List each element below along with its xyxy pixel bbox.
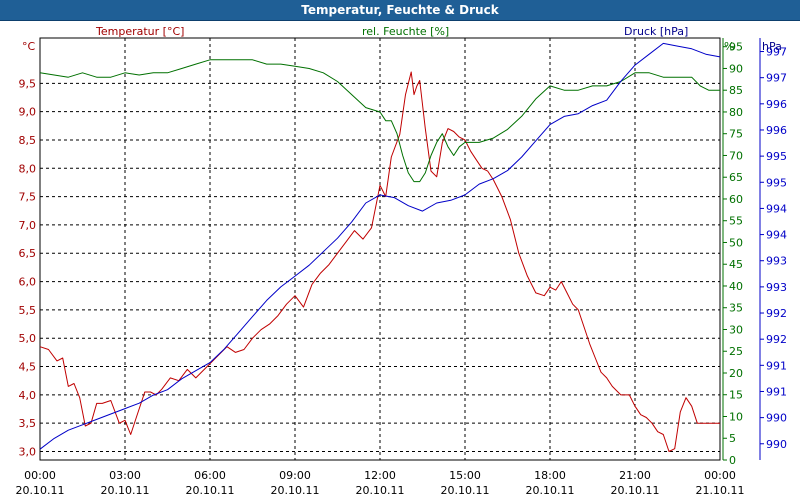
x-tick-date: 20.10.11 xyxy=(101,484,150,497)
x-tick-date: 20.10.11 xyxy=(356,484,405,497)
y-right2-tick: 996 xyxy=(766,124,787,137)
x-tick-date: 20.10.11 xyxy=(271,484,320,497)
y-right1-tick: 15 xyxy=(729,389,743,402)
y-left-tick: 4,0 xyxy=(19,389,37,402)
x-tick-date: 21.10.11 xyxy=(696,484,745,497)
x-tick-time: 18:00 xyxy=(534,469,566,482)
y-right1-tick: 90 xyxy=(729,62,743,75)
y-left-tick: 6,0 xyxy=(19,276,37,289)
x-tick-date: 20.10.11 xyxy=(16,484,65,497)
x-tick-date: 20.10.11 xyxy=(186,484,235,497)
y-right1-tick: 50 xyxy=(729,236,743,249)
y-right1-tick: 20 xyxy=(729,367,743,380)
grid xyxy=(40,38,720,460)
y-left-tick: 7,0 xyxy=(19,219,37,232)
y-right1-tick: 30 xyxy=(729,323,743,336)
y-left-tick: 4,5 xyxy=(19,361,37,374)
y-right2-tick: 992 xyxy=(766,333,787,346)
x-tick-time: 12:00 xyxy=(364,469,396,482)
y-left-tick: 5,5 xyxy=(19,304,37,317)
y-right2-tick: 992 xyxy=(766,307,787,320)
y-right1-tick: 80 xyxy=(729,106,743,119)
y-right1-tick: 25 xyxy=(729,345,743,358)
y-right1-tick: 85 xyxy=(729,84,743,97)
y-right1-tick: 65 xyxy=(729,171,743,184)
y-right2-tick: 991 xyxy=(766,359,787,372)
y-right1-tick: 35 xyxy=(729,302,743,315)
series-line-druck xyxy=(39,42,721,450)
y-left-tick: 9,0 xyxy=(19,106,37,119)
y-right2-tick: 997 xyxy=(766,46,787,59)
chart-title: Temperatur, Feuchte & Druck xyxy=(301,3,499,17)
x-tick-date: 20.10.11 xyxy=(526,484,575,497)
y-left-tick: 3,5 xyxy=(19,417,37,430)
y-right2-tick: 996 xyxy=(766,98,787,111)
y-left-tick: 5,0 xyxy=(19,332,37,345)
y-right2-tick: 993 xyxy=(766,255,787,268)
x-tick-time: 15:00 xyxy=(449,469,481,482)
y-left-tick: 7,5 xyxy=(19,191,37,204)
right2-axis-unit: hPa xyxy=(762,40,782,53)
x-tick-time: 03:00 xyxy=(109,469,141,482)
x-tick-time: 06:00 xyxy=(194,469,226,482)
y-right2-tick: 995 xyxy=(766,176,787,189)
legend-humidity: rel. Feuchte [%] xyxy=(362,25,449,38)
y-right2-tick: 990 xyxy=(766,438,787,451)
y-right1-tick: 55 xyxy=(729,215,743,228)
y-left-tick: 6,5 xyxy=(19,247,37,260)
y-right1-tick: 75 xyxy=(729,128,743,141)
y-right1-tick: 40 xyxy=(729,280,743,293)
legend-temperature: Temperatur [°C] xyxy=(95,25,184,38)
x-tick-time: 21:00 xyxy=(619,469,651,482)
series-layer xyxy=(39,42,721,452)
y-left-tick: 3,0 xyxy=(19,446,37,459)
y-right1-tick: 5 xyxy=(729,432,736,445)
y-right2-tick: 995 xyxy=(766,150,787,163)
chart-title-bar: Temperatur, Feuchte & Druck xyxy=(0,0,800,21)
y-right2-tick: 990 xyxy=(766,412,787,425)
series-line-rel-feuchte xyxy=(39,59,720,183)
y-left-tick: 8,5 xyxy=(19,134,37,147)
y-right1-tick: 45 xyxy=(729,258,743,271)
series-line-temperatur xyxy=(39,71,720,452)
y-right2-tick: 997 xyxy=(766,72,787,85)
x-tick-time: 09:00 xyxy=(279,469,311,482)
x-tick-date: 20.10.11 xyxy=(441,484,490,497)
x-tick-time: 00:00 xyxy=(24,469,56,482)
y-left-tick: 9,5 xyxy=(19,77,37,90)
y-right1-tick: 0 xyxy=(729,454,736,467)
y-right1-tick: 95 xyxy=(729,41,743,54)
y-right1-tick: 70 xyxy=(729,149,743,162)
right1-axis-unit: % xyxy=(724,40,734,53)
y-right2-tick: 993 xyxy=(766,281,787,294)
y-right1-tick: 10 xyxy=(729,410,743,423)
legend-pressure: Druck [hPa] xyxy=(624,25,688,38)
y-right1-tick: 60 xyxy=(729,193,743,206)
y-left-tick: 8,0 xyxy=(19,162,37,175)
y-right2-tick: 991 xyxy=(766,385,787,398)
left-axis-unit: °C xyxy=(22,40,36,53)
axes-layer: 00:00 20.10.11 03:00 20.10.11 06:00 20.10.11 0… xyxy=(16,38,787,497)
y-right2-tick: 994 xyxy=(766,202,787,215)
x-tick-date: 20.10.11 xyxy=(611,484,660,497)
y-right2-tick: 994 xyxy=(766,229,787,242)
x-tick-time: 00:00 xyxy=(704,469,736,482)
